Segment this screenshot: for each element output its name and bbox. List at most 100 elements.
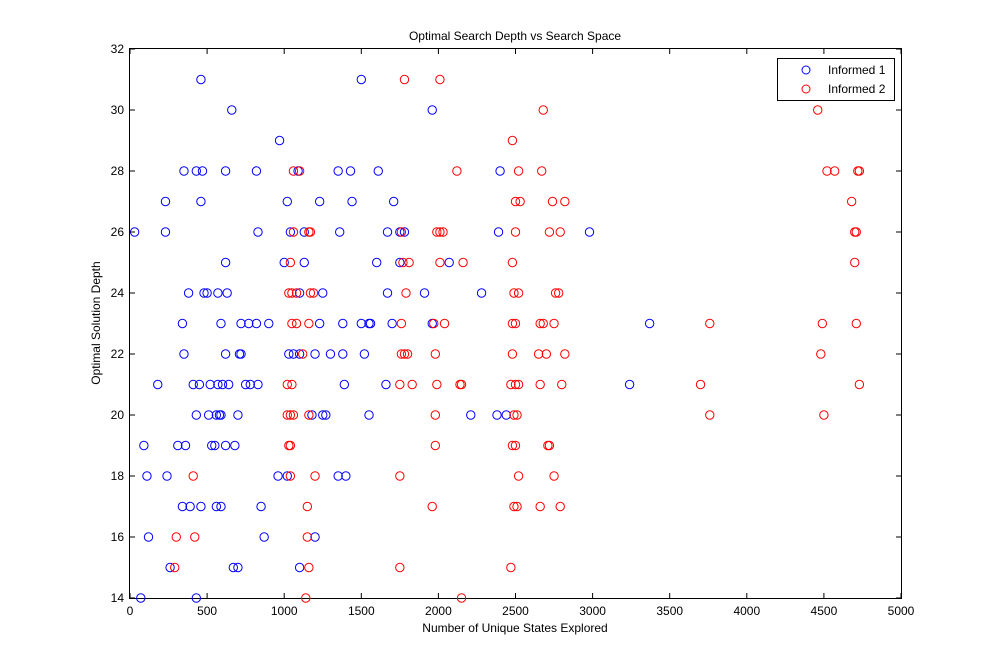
point-informed-2 [298, 349, 308, 359]
point-informed-1 [282, 471, 292, 481]
point-informed-1 [213, 288, 223, 298]
point-informed-2 [850, 257, 860, 268]
point-informed-2 [395, 562, 405, 573]
point-informed-1 [173, 440, 183, 451]
point-informed-2 [549, 471, 559, 481]
point-informed-1 [139, 440, 149, 451]
point-informed-1 [202, 288, 212, 298]
point-informed-2 [401, 288, 411, 298]
point-informed-2 [304, 318, 314, 329]
point-informed-1 [359, 349, 370, 359]
point-informed-2 [512, 501, 522, 512]
point-informed-1 [347, 196, 357, 207]
y-axis-title: Optimal Solution Depth [89, 261, 103, 384]
y-tick-label: 20 [111, 408, 125, 422]
point-informed-1 [194, 379, 205, 390]
point-informed-2 [541, 349, 552, 359]
point-informed-1 [381, 379, 391, 390]
point-informed-1 [444, 257, 454, 268]
point-informed-1 [162, 471, 172, 481]
point-informed-1 [372, 257, 382, 268]
point-informed-1 [624, 379, 635, 390]
point-informed-1 [339, 379, 350, 390]
point-informed-1 [253, 227, 263, 237]
point-informed-1 [387, 318, 397, 329]
point-informed-1 [191, 410, 202, 420]
point-informed-2 [305, 227, 316, 237]
x-axis-title: Number of Unique States Explored [422, 621, 607, 635]
point-informed-2 [506, 379, 516, 390]
point-informed-1 [160, 196, 171, 207]
point-informed-2 [171, 532, 181, 542]
point-informed-1 [338, 318, 348, 329]
point-informed-1 [382, 227, 393, 237]
point-informed-1 [220, 349, 231, 359]
point-informed-1 [584, 227, 595, 237]
point-informed-2 [510, 196, 521, 207]
point-informed-1 [382, 288, 393, 298]
point-informed-2 [288, 227, 299, 237]
point-informed-2 [282, 379, 292, 390]
point-informed-2 [507, 440, 518, 451]
point-informed-2 [285, 257, 296, 268]
point-informed-2 [305, 288, 316, 298]
point-informed-2 [284, 288, 294, 298]
y-tick-label: 32 [111, 42, 125, 56]
point-informed-2 [507, 318, 518, 329]
point-informed-1 [395, 257, 405, 268]
x-tick-label: 3500 [656, 604, 683, 618]
point-informed-1 [191, 593, 202, 603]
point-informed-1 [236, 318, 246, 329]
point-informed-2 [304, 410, 314, 420]
point-informed-2 [535, 318, 545, 329]
point-informed-1 [356, 318, 366, 329]
point-informed-1 [196, 196, 206, 207]
point-informed-1 [314, 196, 325, 207]
point-informed-2 [285, 471, 296, 481]
point-informed-1 [216, 501, 226, 512]
point-informed-2 [510, 318, 521, 329]
point-informed-1 [310, 532, 320, 542]
point-informed-2 [288, 166, 299, 176]
point-informed-2 [396, 227, 407, 237]
point-informed-2 [287, 318, 297, 329]
point-informed-1 [294, 288, 305, 298]
point-informed-1 [203, 410, 214, 420]
point-informed-1 [160, 227, 171, 237]
point-informed-1 [142, 471, 152, 481]
point-informed-2 [398, 257, 408, 268]
point-informed-2 [402, 349, 413, 359]
point-informed-1 [427, 105, 437, 115]
point-informed-1 [211, 410, 222, 420]
point-informed-1 [251, 166, 262, 176]
point-informed-2 [509, 410, 519, 420]
point-informed-1 [216, 410, 226, 420]
point-informed-2 [285, 440, 296, 451]
point-informed-2 [555, 501, 565, 512]
point-informed-2 [302, 532, 313, 542]
point-informed-2 [538, 318, 548, 329]
point-informed-1 [284, 349, 294, 359]
x-tick-label: 500 [197, 604, 217, 618]
point-informed-2 [819, 410, 829, 420]
point-informed-2 [188, 471, 198, 481]
point-informed-2 [705, 410, 715, 420]
point-informed-1 [466, 410, 476, 420]
point-informed-1 [188, 379, 198, 390]
point-informed-2 [430, 410, 441, 420]
point-informed-1 [179, 166, 189, 176]
point-informed-2 [851, 318, 861, 329]
point-informed-2 [458, 257, 468, 268]
point-informed-1 [294, 349, 305, 359]
point-informed-2 [438, 227, 448, 237]
point-informed-2 [846, 196, 857, 207]
point-informed-1 [285, 227, 296, 237]
point-informed-2 [538, 105, 548, 115]
point-informed-1 [264, 318, 274, 329]
chart-title: Optimal Search Depth vs Search Space [409, 29, 621, 43]
point-informed-2 [560, 196, 570, 207]
point-informed-2 [404, 257, 414, 268]
point-informed-1 [233, 410, 243, 420]
point-informed-2 [430, 349, 441, 359]
